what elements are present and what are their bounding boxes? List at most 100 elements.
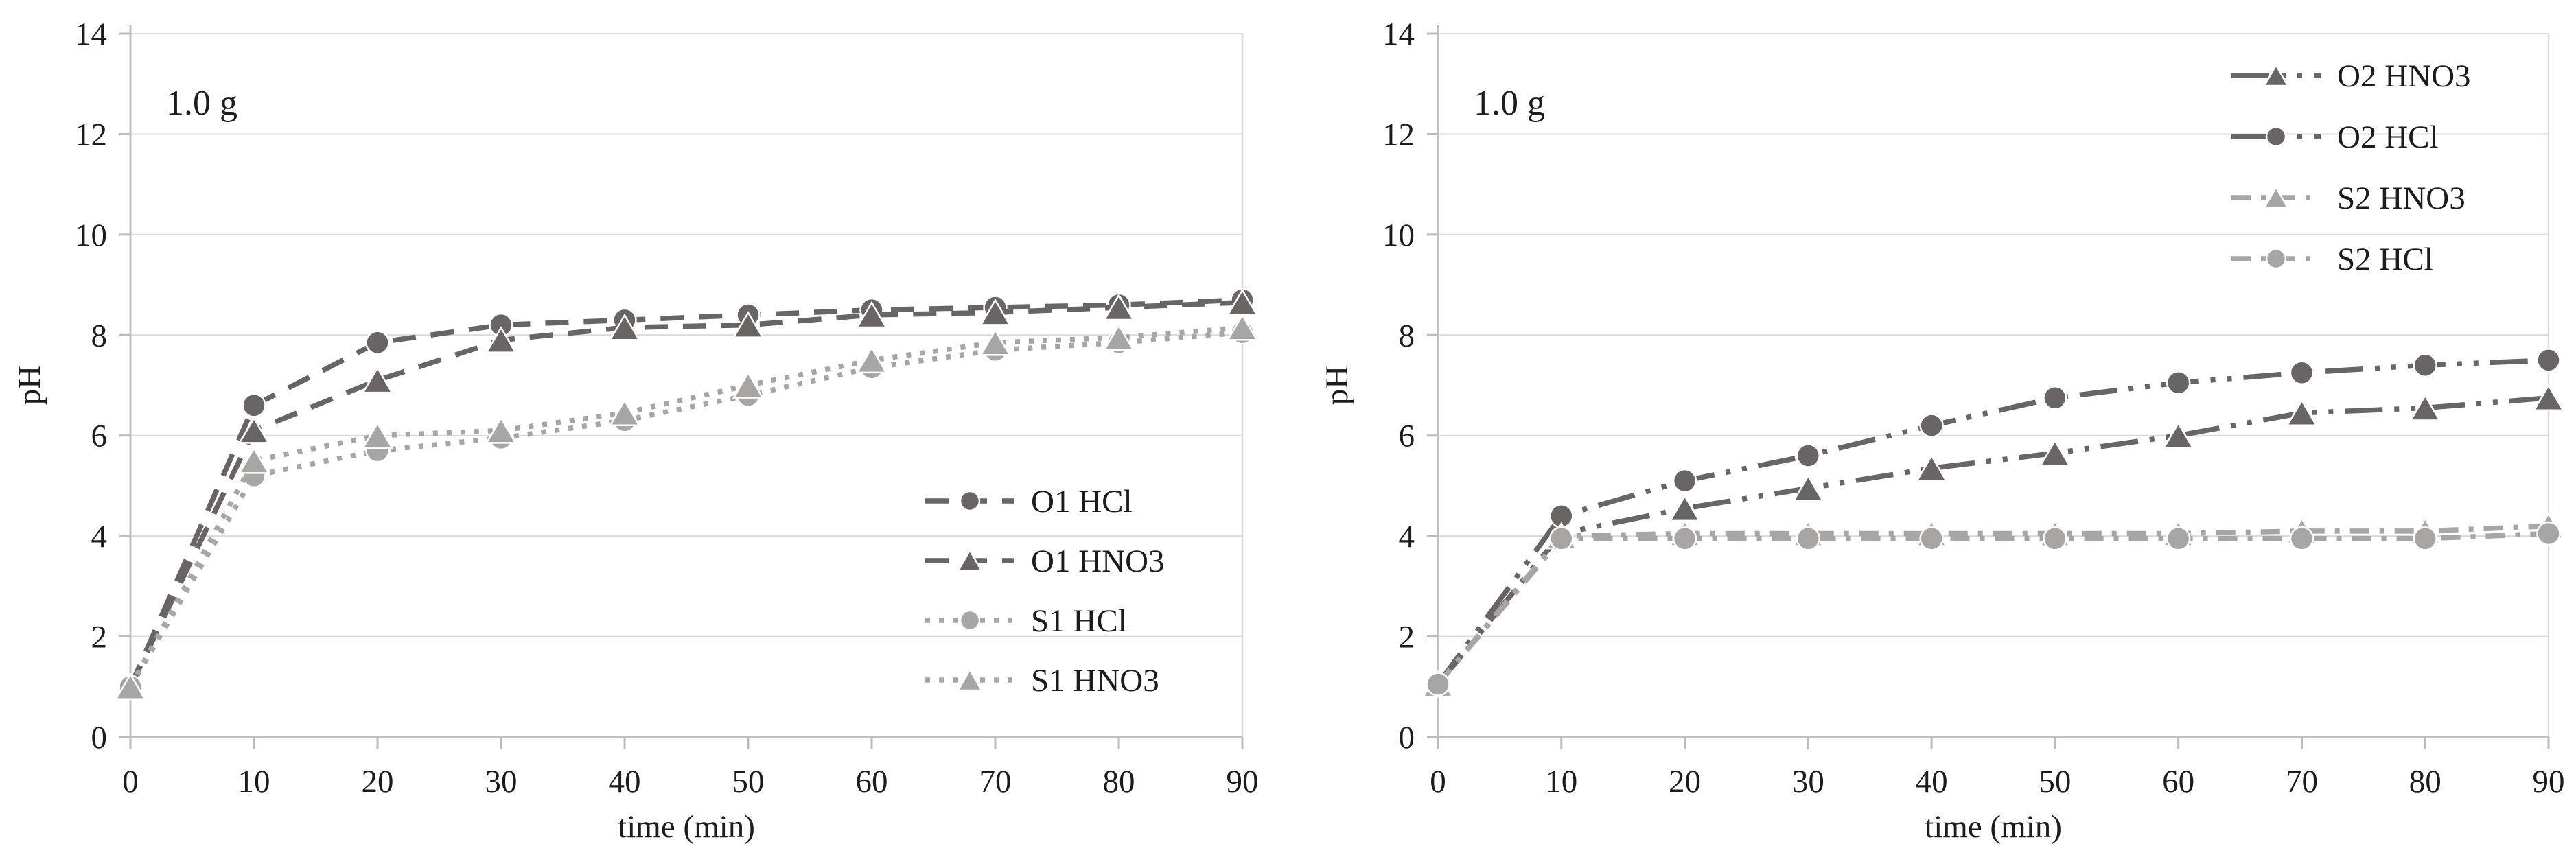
series-line (1436, 523, 2549, 686)
data-point-triangle (361, 366, 394, 394)
data-point-triangle (2262, 63, 2290, 87)
data-point-triangle (2532, 384, 2565, 412)
legend-label: S2 HCl (2337, 242, 2433, 277)
x-tick-label: 40 (609, 764, 641, 799)
y-tick-label: 0 (1399, 720, 1415, 756)
data-point-triangle (2162, 421, 2194, 449)
data-point-triangle (237, 446, 270, 474)
y-tick-label: 12 (1382, 117, 1415, 152)
y-tick-label: 6 (1399, 419, 1415, 454)
data-point-circle (959, 490, 981, 512)
legend-label: O2 HCl (2337, 119, 2439, 155)
x-tick-label: 20 (1669, 764, 1701, 799)
legend-entry-o2-hcl: O2 HCl (2231, 119, 2439, 155)
data-point-triangle (485, 416, 518, 444)
y-tick-label: 6 (91, 419, 108, 454)
y-tick-label: 8 (91, 318, 108, 353)
legend-label: S2 HNO3 (2337, 180, 2465, 216)
data-point-triangle (979, 298, 1012, 326)
x-tick-label: 60 (856, 764, 888, 799)
data-point-triangle (732, 371, 765, 399)
x-tick-label: 80 (1103, 764, 1135, 799)
data-point-triangle (2262, 185, 2290, 209)
data-point-circle (365, 330, 390, 355)
data-point-triangle (361, 421, 394, 449)
data-point-circle (2289, 526, 2314, 551)
x-tick-label: 40 (1916, 764, 1948, 799)
data-point-circle (2166, 526, 2191, 551)
data-point-circle (2536, 348, 2561, 373)
series-line (128, 325, 1243, 688)
y-axis-title: pH (1319, 366, 1355, 405)
data-point-circle (2043, 386, 2067, 410)
legend-label: S1 HCl (1031, 603, 1127, 639)
data-point-circle (1426, 672, 1450, 697)
legend-entry-o1-hcl: O1 HCl (925, 484, 1133, 519)
legend-label: S1 HNO3 (1031, 663, 1159, 699)
data-point-triangle (956, 668, 984, 692)
data-point-triangle (2039, 438, 2072, 467)
data-point-triangle (1792, 474, 1824, 502)
data-point-triangle (732, 311, 765, 338)
data-point-triangle (855, 301, 888, 329)
legend-label: O2 HNO3 (2337, 58, 2471, 94)
series-line (1436, 530, 2549, 686)
y-tick-label: 2 (91, 620, 108, 655)
data-point-circle (1672, 526, 1697, 551)
series-line (128, 297, 1243, 688)
legend-entry-s2-hno3: S2 HNO3 (2231, 180, 2465, 216)
x-tick-label: 80 (2409, 764, 2441, 799)
x-tick-label: 0 (1430, 764, 1446, 799)
data-point-triangle (1102, 293, 1135, 321)
data-point-triangle (956, 548, 984, 572)
x-axis-title: time (min) (1925, 809, 2062, 845)
x-tick-label: 0 (122, 764, 139, 799)
data-point-circle (2536, 521, 2561, 546)
right-chart-O2-S2: 0 2 4 6 8 10 12 14 0 10 20 30 40 50 60 70 80 90 pH time (mi… (1319, 16, 2565, 845)
mass-annotation: 1.0 g (166, 84, 237, 123)
y-tick-label: 14 (75, 16, 107, 52)
y-tick-label: 12 (75, 117, 107, 152)
x-axis-title: time (min) (618, 809, 755, 845)
y-tick-label: 4 (1399, 519, 1415, 554)
y-tick-label: 10 (1382, 218, 1415, 253)
y-tick-label: 4 (91, 519, 108, 554)
series-s2-hcl (1426, 521, 2561, 697)
data-point-triangle (237, 416, 270, 444)
data-point-triangle (485, 326, 518, 353)
x-tick-label: 10 (1545, 764, 1577, 799)
data-point-circle (1919, 526, 1944, 551)
series-s1-hno3 (114, 313, 1259, 701)
left-chart-O1-S1: 0 2 4 6 8 10 12 14 0 10 20 30 40 50 60 70 80 90 pH time (mi… (12, 16, 1259, 845)
data-point-circle (2289, 360, 2314, 385)
x-tick-label: 70 (979, 764, 1012, 799)
data-point-triangle (608, 399, 641, 427)
data-point-circle (1919, 413, 1944, 438)
y-tick-label: 10 (75, 218, 107, 253)
data-point-triangle (1226, 313, 1259, 341)
x-tick-label: 30 (1792, 764, 1824, 799)
legend-entry-s1-hcl: S1 HCl (925, 603, 1127, 639)
legend-entry-o1-hno3: O1 HNO3 (925, 543, 1165, 579)
y-tick-label: 14 (1382, 16, 1415, 52)
data-point-circle (1796, 443, 1821, 468)
data-point-triangle (979, 328, 1012, 356)
data-point-circle (2413, 353, 2437, 377)
legend-label: O1 HCl (1031, 484, 1133, 519)
data-point-circle (1549, 526, 1574, 551)
x-tick-label: 90 (2533, 764, 2565, 799)
series-o2-hcl (1426, 348, 2561, 697)
x-tick-label: 70 (2286, 764, 2318, 799)
x-tick-label: 60 (2162, 764, 2194, 799)
data-point-triangle (114, 672, 147, 701)
data-point-circle (2413, 526, 2437, 551)
y-tick-label: 0 (91, 720, 108, 756)
x-tick-label: 10 (238, 764, 270, 799)
legend-entry-o2-hno3: O2 HNO3 (2231, 58, 2471, 94)
data-point-circle (2265, 248, 2287, 270)
data-point-triangle (1102, 323, 1135, 351)
data-point-triangle (855, 346, 888, 374)
legend-entry-s2-hcl: S2 HCl (2231, 242, 2433, 277)
